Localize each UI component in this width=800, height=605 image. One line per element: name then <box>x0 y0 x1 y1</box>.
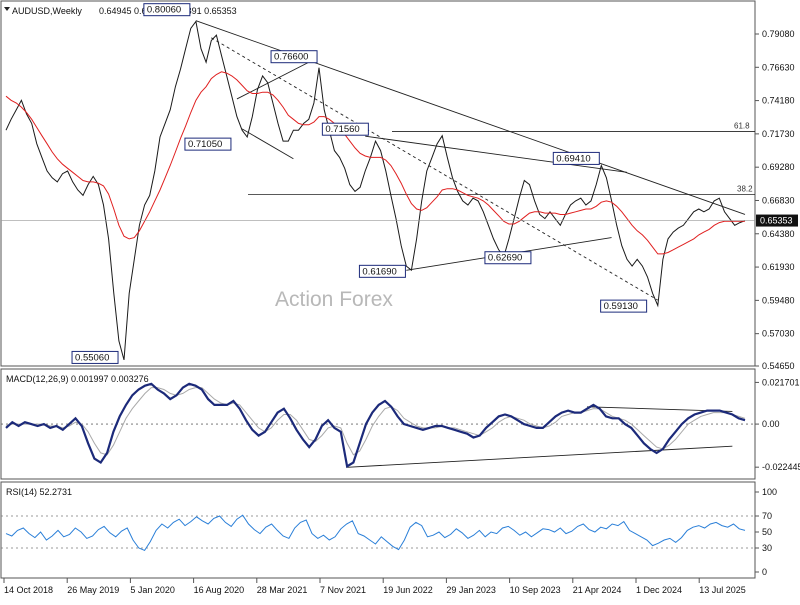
symbol-title: AUDUSD,Weekly <box>12 6 82 16</box>
price-annotation-box <box>600 299 648 313</box>
price-series <box>5 20 746 361</box>
price-tick-label: 0.74180 <box>762 96 795 106</box>
price-tick-label: 0.61930 <box>762 262 795 272</box>
collapse-triangle-icon <box>4 7 10 11</box>
rsi-tick-label: 30 <box>762 543 772 553</box>
price-annotation-label: 0.69410 <box>556 153 590 164</box>
rsi-panel <box>0 481 756 579</box>
fib-level-label: 38.2 <box>737 184 753 193</box>
price-annotation-label: 0.61690 <box>362 266 396 277</box>
time-tick-label: 29 Jan 2023 <box>446 585 496 595</box>
time-tick-label: 28 Mar 2021 <box>257 585 308 595</box>
price-header: AUDUSD,Weekly 0.64945 0.65795 0.64891 0.… <box>4 6 237 16</box>
macd-title: MACD(12,26,9) 0.001997 0.003276 <box>6 374 149 384</box>
current-price-label: 0.65353 <box>760 216 793 226</box>
rsi-tick-label: 0 <box>762 567 767 577</box>
price-annotation-box <box>321 122 369 136</box>
price-annotation-label: 0.76600 <box>274 52 308 63</box>
time-tick-label: 16 Aug 2020 <box>194 585 245 595</box>
price-tick-label: 0.66830 <box>762 195 795 205</box>
price-annotation-label: 0.62690 <box>488 253 522 264</box>
time-tick-label: 14 Oct 2018 <box>4 585 53 595</box>
time-tick-label: 10 Sep 2023 <box>510 585 561 595</box>
price-annotation-box <box>184 137 232 151</box>
price-tick-label: 0.59480 <box>762 295 795 305</box>
macd-signal-line <box>5 387 746 456</box>
wedge-lower-line <box>241 128 294 160</box>
price-annotation-box <box>143 3 191 17</box>
rsi-tick-label: 50 <box>762 527 772 537</box>
time-tick-label: 13 Jul 2025 <box>699 585 746 595</box>
time-tick-label: 21 Apr 2024 <box>573 585 622 595</box>
time-tick-label: 5 Jan 2020 <box>130 585 175 595</box>
macd-tick-label: -0.022445 <box>762 462 800 472</box>
time-tick-label: 7 Nov 2021 <box>320 585 366 595</box>
price-annotation-box <box>71 350 119 364</box>
macd-tick-label: 0.021701 <box>762 377 800 387</box>
time-tick-label: 26 May 2019 <box>67 585 119 595</box>
rsi-title: RSI(14) 52.2731 <box>6 487 72 497</box>
price-annotations: 0.80060 0.76600 0.71050 0.71560 0.69410 0.626… <box>71 3 648 364</box>
wedge-upper-line <box>236 61 309 100</box>
price-tick-label: 0.76630 <box>762 62 795 72</box>
fib-levels: 61.8 38.2 <box>248 122 755 195</box>
triangle-upper-line <box>365 135 628 173</box>
price-tick-label: 0.64380 <box>762 229 795 239</box>
macd-support-line <box>347 445 733 468</box>
rsi-tick-label: 100 <box>762 487 777 497</box>
price-annotation-label: 0.80060 <box>147 5 181 16</box>
dashed-channel-line <box>211 37 658 301</box>
price-tick-label: 0.54650 <box>762 361 795 371</box>
moving-average-line <box>5 71 745 255</box>
price-annotation-label: 0.59130 <box>604 301 638 312</box>
macd-line <box>5 382 746 469</box>
price-annotation-box <box>552 151 600 165</box>
price-tick-label: 0.79080 <box>762 29 795 39</box>
macd-axis: 0.021701 0.00 -0.022445 <box>755 377 800 472</box>
price-annotation-label: 0.71560 <box>325 124 359 135</box>
macd-tick-label: 0.00 <box>762 419 780 429</box>
rsi-tick-label: 70 <box>762 511 772 521</box>
time-axis: 14 Oct 2018 26 May 2019 5 Jan 2020 16 Aug 2… <box>3 578 746 595</box>
price-annotation-label: 0.71050 <box>188 139 222 150</box>
price-annotation-label: 0.55060 <box>75 352 109 363</box>
price-annotation-box <box>484 251 532 265</box>
price-tick-label: 0.69280 <box>762 162 795 172</box>
watermark: Action Forex <box>275 288 393 311</box>
time-tick-label: 19 Jun 2022 <box>383 585 433 595</box>
rsi-axis: 100 70 50 30 0 <box>1 487 777 577</box>
fib-level-label: 61.8 <box>734 122 750 131</box>
price-axis: 0.79080 0.76630 0.74180 0.71730 0.69280 0.668… <box>1 29 798 371</box>
current-price-box <box>756 214 798 227</box>
time-tick-label: 1 Dec 2024 <box>636 585 682 595</box>
price-tick-label: 0.71730 <box>762 129 795 139</box>
price-annotation-box <box>358 264 406 278</box>
rsi-line <box>5 514 746 552</box>
price-tick-label: 0.57030 <box>762 329 795 339</box>
price-annotation-box <box>270 50 318 64</box>
